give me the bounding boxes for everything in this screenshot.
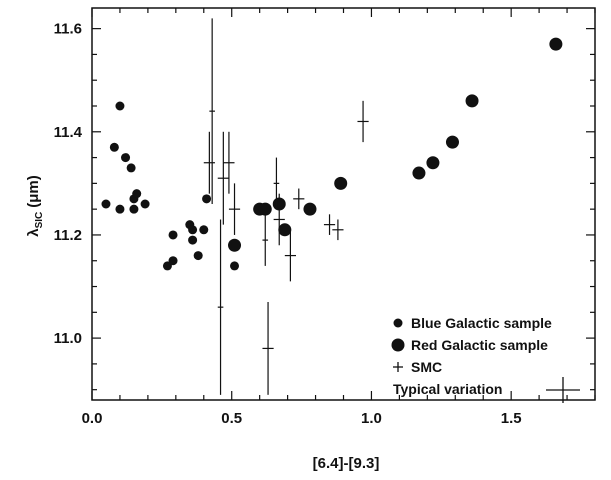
- point-blue-galactic: [230, 261, 240, 271]
- point-smc: [332, 219, 344, 241]
- point-smc: [217, 131, 229, 225]
- point-red-galactic: [334, 176, 348, 190]
- point-red-galactic: [426, 156, 440, 170]
- point-blue-galactic: [115, 204, 125, 214]
- point-smc: [223, 131, 235, 194]
- x-tick-label: 1.5: [501, 410, 522, 427]
- point-blue-galactic: [129, 204, 139, 214]
- x-tick-label: 1.0: [361, 410, 382, 427]
- point-smc: [293, 188, 305, 210]
- legend-label-red-galactic: Red Galactic sample: [411, 337, 548, 353]
- point-blue-galactic: [121, 153, 131, 163]
- y-tick-labels: 11.0 11.2 11.4 11.6: [54, 21, 83, 347]
- point-blue-galactic: [115, 101, 125, 111]
- y-axis-subscript: SIC: [34, 212, 45, 229]
- point-blue-galactic: [168, 256, 178, 266]
- y-axis-symbol: λ: [25, 228, 42, 237]
- point-blue-galactic: [193, 251, 203, 261]
- legend-label-smc: SMC: [411, 359, 442, 375]
- point-smc: [284, 229, 296, 282]
- point-smc: [209, 18, 215, 204]
- legend-marker-red-galactic: [391, 338, 405, 352]
- point-red-galactic: [465, 94, 479, 108]
- point-red-galactic: [445, 135, 459, 149]
- axis-ticks: [91, 8, 596, 400]
- y-tick-label: 11.2: [54, 227, 82, 244]
- point-smc: [323, 214, 336, 235]
- legend: Blue Galactic sample Red Galactic sample…: [391, 315, 580, 403]
- point-red-galactic: [278, 223, 292, 237]
- point-blue-galactic: [132, 189, 142, 199]
- point-smc: [262, 214, 269, 266]
- point-blue-galactic: [188, 235, 198, 245]
- x-tick-label: 0.5: [221, 410, 242, 427]
- x-tick-labels: 0.0 0.5 1.0 1.5: [82, 410, 522, 427]
- data-marks: [101, 18, 563, 395]
- legend-marker-blue-galactic: [393, 318, 403, 328]
- y-tick-label: 11.6: [54, 21, 82, 38]
- point-smc: [228, 183, 241, 235]
- point-blue-galactic: [168, 230, 178, 240]
- point-blue-galactic: [126, 163, 136, 173]
- y-axis-unit: (μm): [25, 175, 42, 208]
- point-red-galactic: [228, 238, 242, 252]
- point-blue-galactic: [140, 199, 150, 209]
- point-smc: [262, 302, 274, 395]
- y-axis-title: λSIC (μm): [25, 175, 45, 237]
- y-tick-label: 11.0: [54, 330, 82, 347]
- x-axis-title: [6.4]-[9.3]: [313, 455, 380, 472]
- legend-label-blue-galactic: Blue Galactic sample: [411, 315, 552, 331]
- point-smc: [357, 100, 369, 143]
- point-smc: [273, 193, 285, 246]
- point-blue-galactic: [199, 225, 209, 235]
- x-tick-label: 0.0: [82, 410, 103, 427]
- y-tick-label: 11.4: [54, 124, 83, 141]
- point-smc: [203, 131, 215, 194]
- point-red-galactic: [258, 202, 272, 216]
- legend-label-typical-variation: Typical variation: [393, 381, 502, 397]
- point-red-galactic: [412, 166, 426, 180]
- legend-marker-typical-variation: [546, 377, 580, 403]
- point-smc: [217, 219, 224, 395]
- legend-marker-smc: [393, 362, 403, 372]
- point-blue-galactic: [101, 199, 111, 209]
- point-red-galactic: [549, 37, 563, 51]
- point-blue-galactic: [202, 194, 212, 204]
- point-blue-galactic: [188, 225, 198, 235]
- point-red-galactic: [303, 202, 317, 216]
- point-smc: [273, 157, 280, 210]
- point-blue-galactic: [109, 142, 119, 152]
